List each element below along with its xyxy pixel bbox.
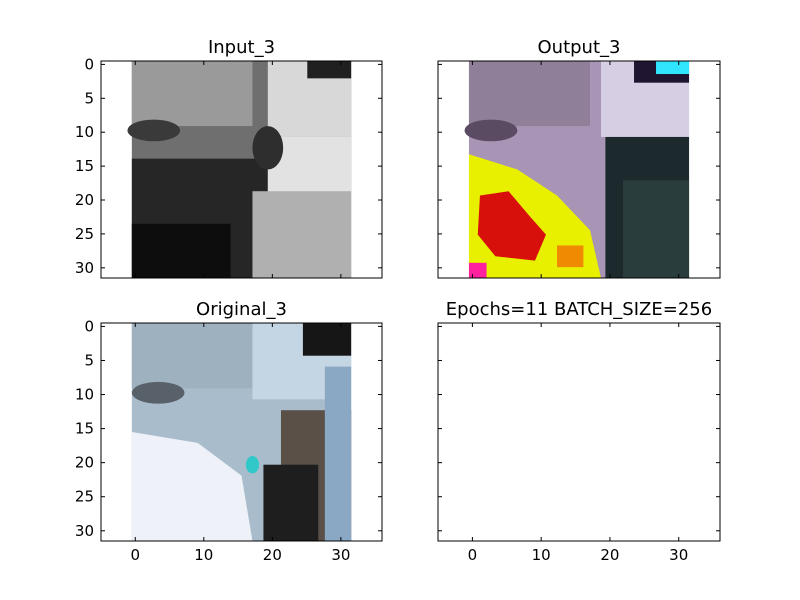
image-2 xyxy=(464,61,690,278)
axes-frame xyxy=(437,60,721,279)
y-tick-label: 20 xyxy=(75,191,94,209)
image-region xyxy=(131,323,253,389)
y-tick-label: 30 xyxy=(75,522,94,540)
x-tick-label: 0 xyxy=(468,546,478,564)
y-tick-label: 5 xyxy=(84,89,94,107)
subplot-1: 0 5 10 15 20 25 30 Input_3 xyxy=(75,37,383,279)
y-tick-label: 25 xyxy=(75,488,94,506)
image-region xyxy=(263,464,319,541)
x-tick-label: 30 xyxy=(331,546,350,564)
x-tick-label: 20 xyxy=(600,546,619,564)
image-region xyxy=(131,223,231,278)
y-tick-label: 10 xyxy=(75,386,94,404)
axes-frame xyxy=(437,322,721,542)
subplot-3: 0 10 20 30 0 5 10 15 20 25 30 Original_3 xyxy=(75,299,383,564)
subplot-title: Original_3 xyxy=(196,299,287,320)
image-region xyxy=(131,432,253,541)
axes-frame xyxy=(100,322,383,542)
image-region xyxy=(656,61,690,75)
axes-frame xyxy=(100,60,383,279)
y-tick-label: 20 xyxy=(75,454,94,472)
image-region xyxy=(252,191,352,278)
y-tick-label: 15 xyxy=(75,157,94,175)
image-1 xyxy=(127,61,352,278)
image-region xyxy=(556,245,584,268)
subplot-4: 0 10 20 30 Epochs=11 BATCH_SIZE=256 xyxy=(437,299,721,564)
subplot-title: Epochs=11 BATCH_SIZE=256 xyxy=(446,299,712,320)
image-region xyxy=(245,455,260,474)
image-content xyxy=(131,323,352,541)
subplot-title: Output_3 xyxy=(538,37,621,58)
image-region xyxy=(477,191,546,261)
subplot-title: Input_3 xyxy=(208,37,275,58)
image-region xyxy=(127,119,181,142)
image-region xyxy=(324,366,352,541)
x-tick-label: 20 xyxy=(263,546,282,564)
image-region xyxy=(302,323,352,356)
image-content xyxy=(464,61,690,278)
image-region xyxy=(468,262,487,278)
x-tick-label: 30 xyxy=(669,546,688,564)
subplot-2: Output_3 xyxy=(437,37,721,279)
y-tick-label: 30 xyxy=(75,259,94,277)
image-region xyxy=(131,381,185,404)
y-tick-label: 5 xyxy=(84,351,94,369)
image-region xyxy=(307,61,352,79)
y-tick-label: 0 xyxy=(84,55,94,73)
x-tick-label: 10 xyxy=(194,546,213,564)
x-tick-label: 10 xyxy=(532,546,551,564)
y-tick-label: 10 xyxy=(75,123,94,141)
image-3 xyxy=(131,323,352,541)
y-tick-label: 25 xyxy=(75,225,94,243)
image-content xyxy=(127,61,352,278)
x-tick-label: 0 xyxy=(130,546,140,564)
image-region xyxy=(464,119,518,142)
image-region xyxy=(468,61,591,127)
y-tick-label: 0 xyxy=(84,317,94,335)
image-region xyxy=(623,180,690,278)
image-region xyxy=(252,126,284,170)
y-tick-label: 15 xyxy=(75,420,94,438)
image-region xyxy=(131,61,253,127)
